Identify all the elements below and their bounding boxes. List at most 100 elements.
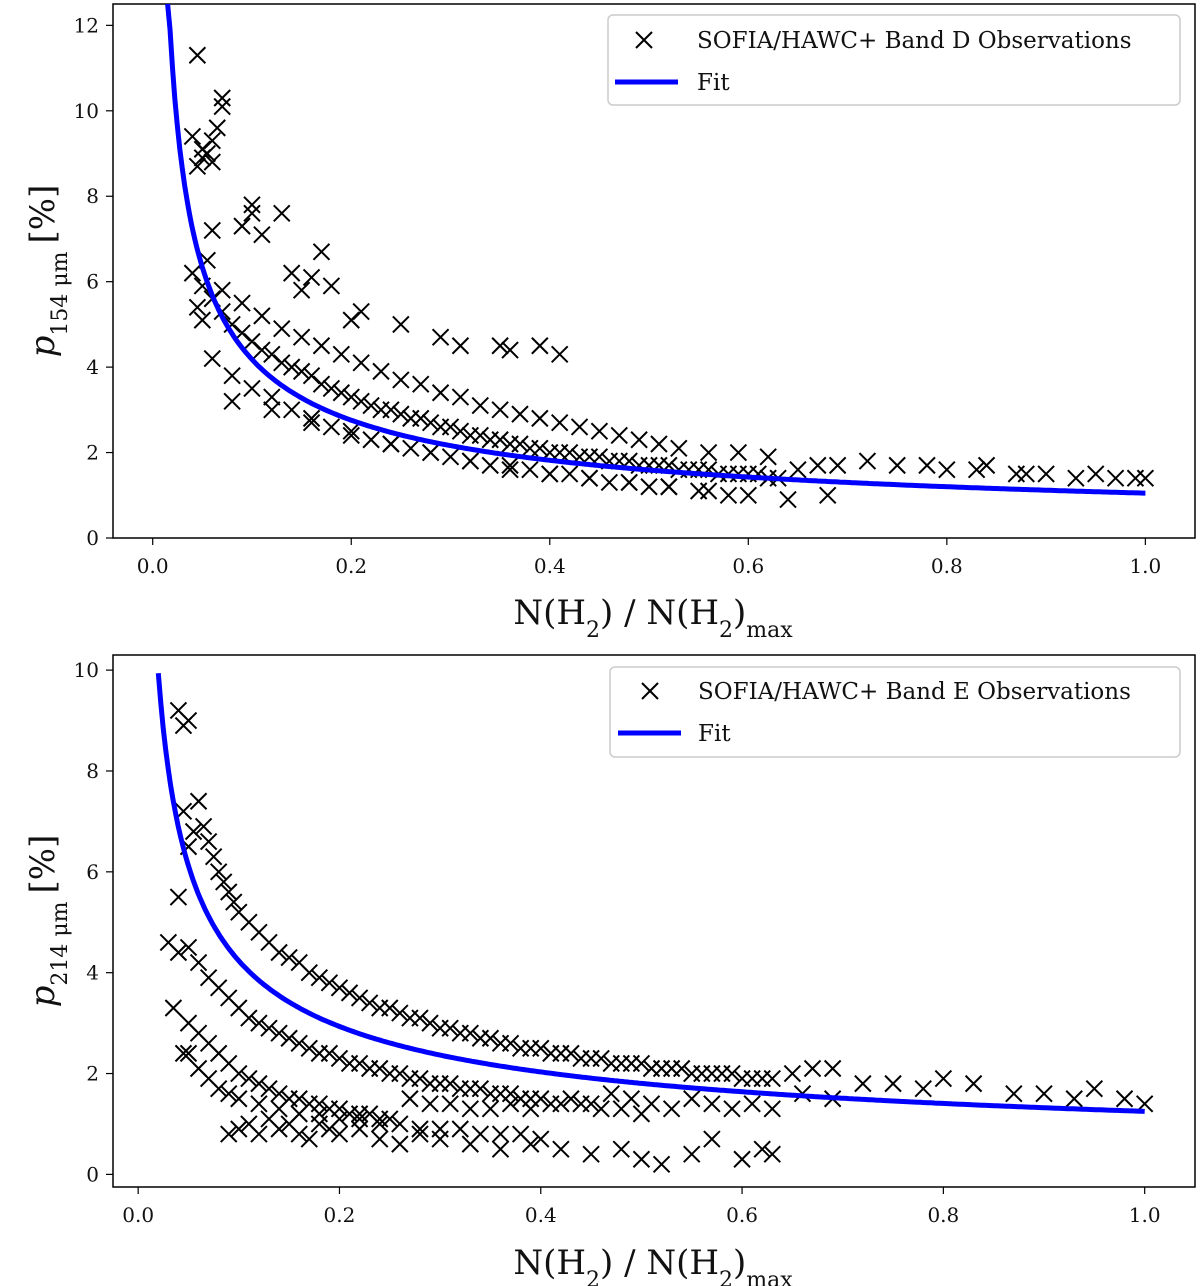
data-point (302, 413, 321, 432)
data-point (491, 337, 509, 355)
data-point (340, 984, 359, 1002)
data-point (699, 443, 718, 462)
y-tick-label: 10 (74, 99, 99, 123)
data-point (179, 711, 198, 730)
data-point (1106, 469, 1125, 487)
data-point (699, 482, 718, 500)
data-point (763, 1145, 781, 1163)
data-point (302, 409, 321, 428)
data-point (491, 1125, 510, 1143)
data-point (753, 1140, 771, 1158)
data-point (270, 943, 288, 962)
data-point (431, 384, 450, 402)
y-tick-label: 4 (86, 961, 99, 985)
data-point (471, 1079, 490, 1098)
data-point (253, 307, 271, 325)
data-point (441, 1074, 459, 1093)
data-point (501, 460, 519, 479)
y-tick-label: 10 (74, 658, 99, 682)
data-point (670, 439, 688, 457)
x-tick-label: 0.4 (525, 1203, 557, 1227)
data-point (189, 953, 208, 972)
data-point (441, 418, 460, 436)
data-point (260, 1079, 278, 1098)
data-point (531, 337, 549, 355)
data-point (263, 388, 281, 406)
data-point (300, 1130, 318, 1148)
y-tick-label: 0 (86, 526, 99, 550)
data-point (683, 1145, 701, 1163)
data-point (531, 439, 549, 457)
data-point (330, 979, 349, 997)
data-point (481, 456, 499, 475)
data-point (531, 409, 549, 428)
data-point (371, 1115, 389, 1133)
data-point (240, 1069, 258, 1088)
data-point (743, 1095, 761, 1113)
data-point (491, 431, 509, 449)
y-tick-label: 0 (86, 1162, 99, 1186)
data-point (632, 1054, 651, 1073)
data-point (352, 354, 370, 372)
x-ticks: 0.0 0.2 0.4 0.6 0.8 1.0 (122, 1187, 1161, 1227)
data-point (532, 1039, 550, 1058)
plot-area-frame (112, 3, 1196, 539)
data-point (233, 294, 251, 312)
data-point (270, 1024, 288, 1042)
data-point (382, 401, 400, 419)
data-point (330, 1049, 349, 1068)
data-point (342, 388, 360, 406)
x-tick-label: 1.0 (1129, 554, 1161, 578)
data-point (194, 817, 213, 836)
data-point (642, 1095, 661, 1113)
data-point (967, 460, 986, 479)
data-point (203, 349, 221, 368)
data-point (270, 1085, 288, 1103)
data-point (471, 426, 489, 445)
data-point (421, 1095, 439, 1113)
data-point (320, 1044, 339, 1063)
data-point (230, 1120, 248, 1138)
data-point (260, 1019, 278, 1037)
data-point (441, 1095, 459, 1113)
data-point (230, 1090, 248, 1108)
data-point (733, 1150, 751, 1168)
data-point (1085, 1079, 1104, 1098)
data-point (560, 465, 579, 483)
data-point (183, 127, 202, 146)
data-point (592, 1049, 610, 1068)
x-axis-label: N(H2) / N(H2)max (513, 593, 793, 643)
x-tick-label: 0.2 (324, 1203, 356, 1227)
y-tick-label: 12 (74, 13, 99, 37)
data-point (371, 1059, 389, 1078)
data-point (412, 375, 430, 393)
legend-fit-label: Fit (698, 721, 731, 747)
data-point (884, 1074, 902, 1093)
data-point (964, 1074, 983, 1093)
data-point (1136, 469, 1155, 487)
data-point (280, 1029, 298, 1047)
data-point (322, 418, 341, 436)
data-point (1005, 1085, 1023, 1103)
data-point (203, 153, 221, 171)
data-point (858, 452, 877, 470)
data-point (582, 1145, 600, 1163)
data-point (723, 1100, 741, 1118)
data-point (193, 149, 212, 167)
data-point (290, 1034, 308, 1052)
data-point (391, 1135, 409, 1153)
data-point (441, 1019, 459, 1037)
data-point (421, 1014, 439, 1032)
data-point (282, 401, 301, 419)
y-tick-label: 2 (86, 1062, 99, 1086)
data-point (854, 1074, 872, 1093)
data-point (590, 448, 609, 466)
data-point (300, 1039, 318, 1058)
data-point (421, 443, 440, 462)
data-point (602, 1085, 620, 1103)
data-point (630, 431, 648, 449)
data-point (918, 456, 936, 475)
data-point (481, 1029, 500, 1047)
data-point (819, 486, 837, 504)
